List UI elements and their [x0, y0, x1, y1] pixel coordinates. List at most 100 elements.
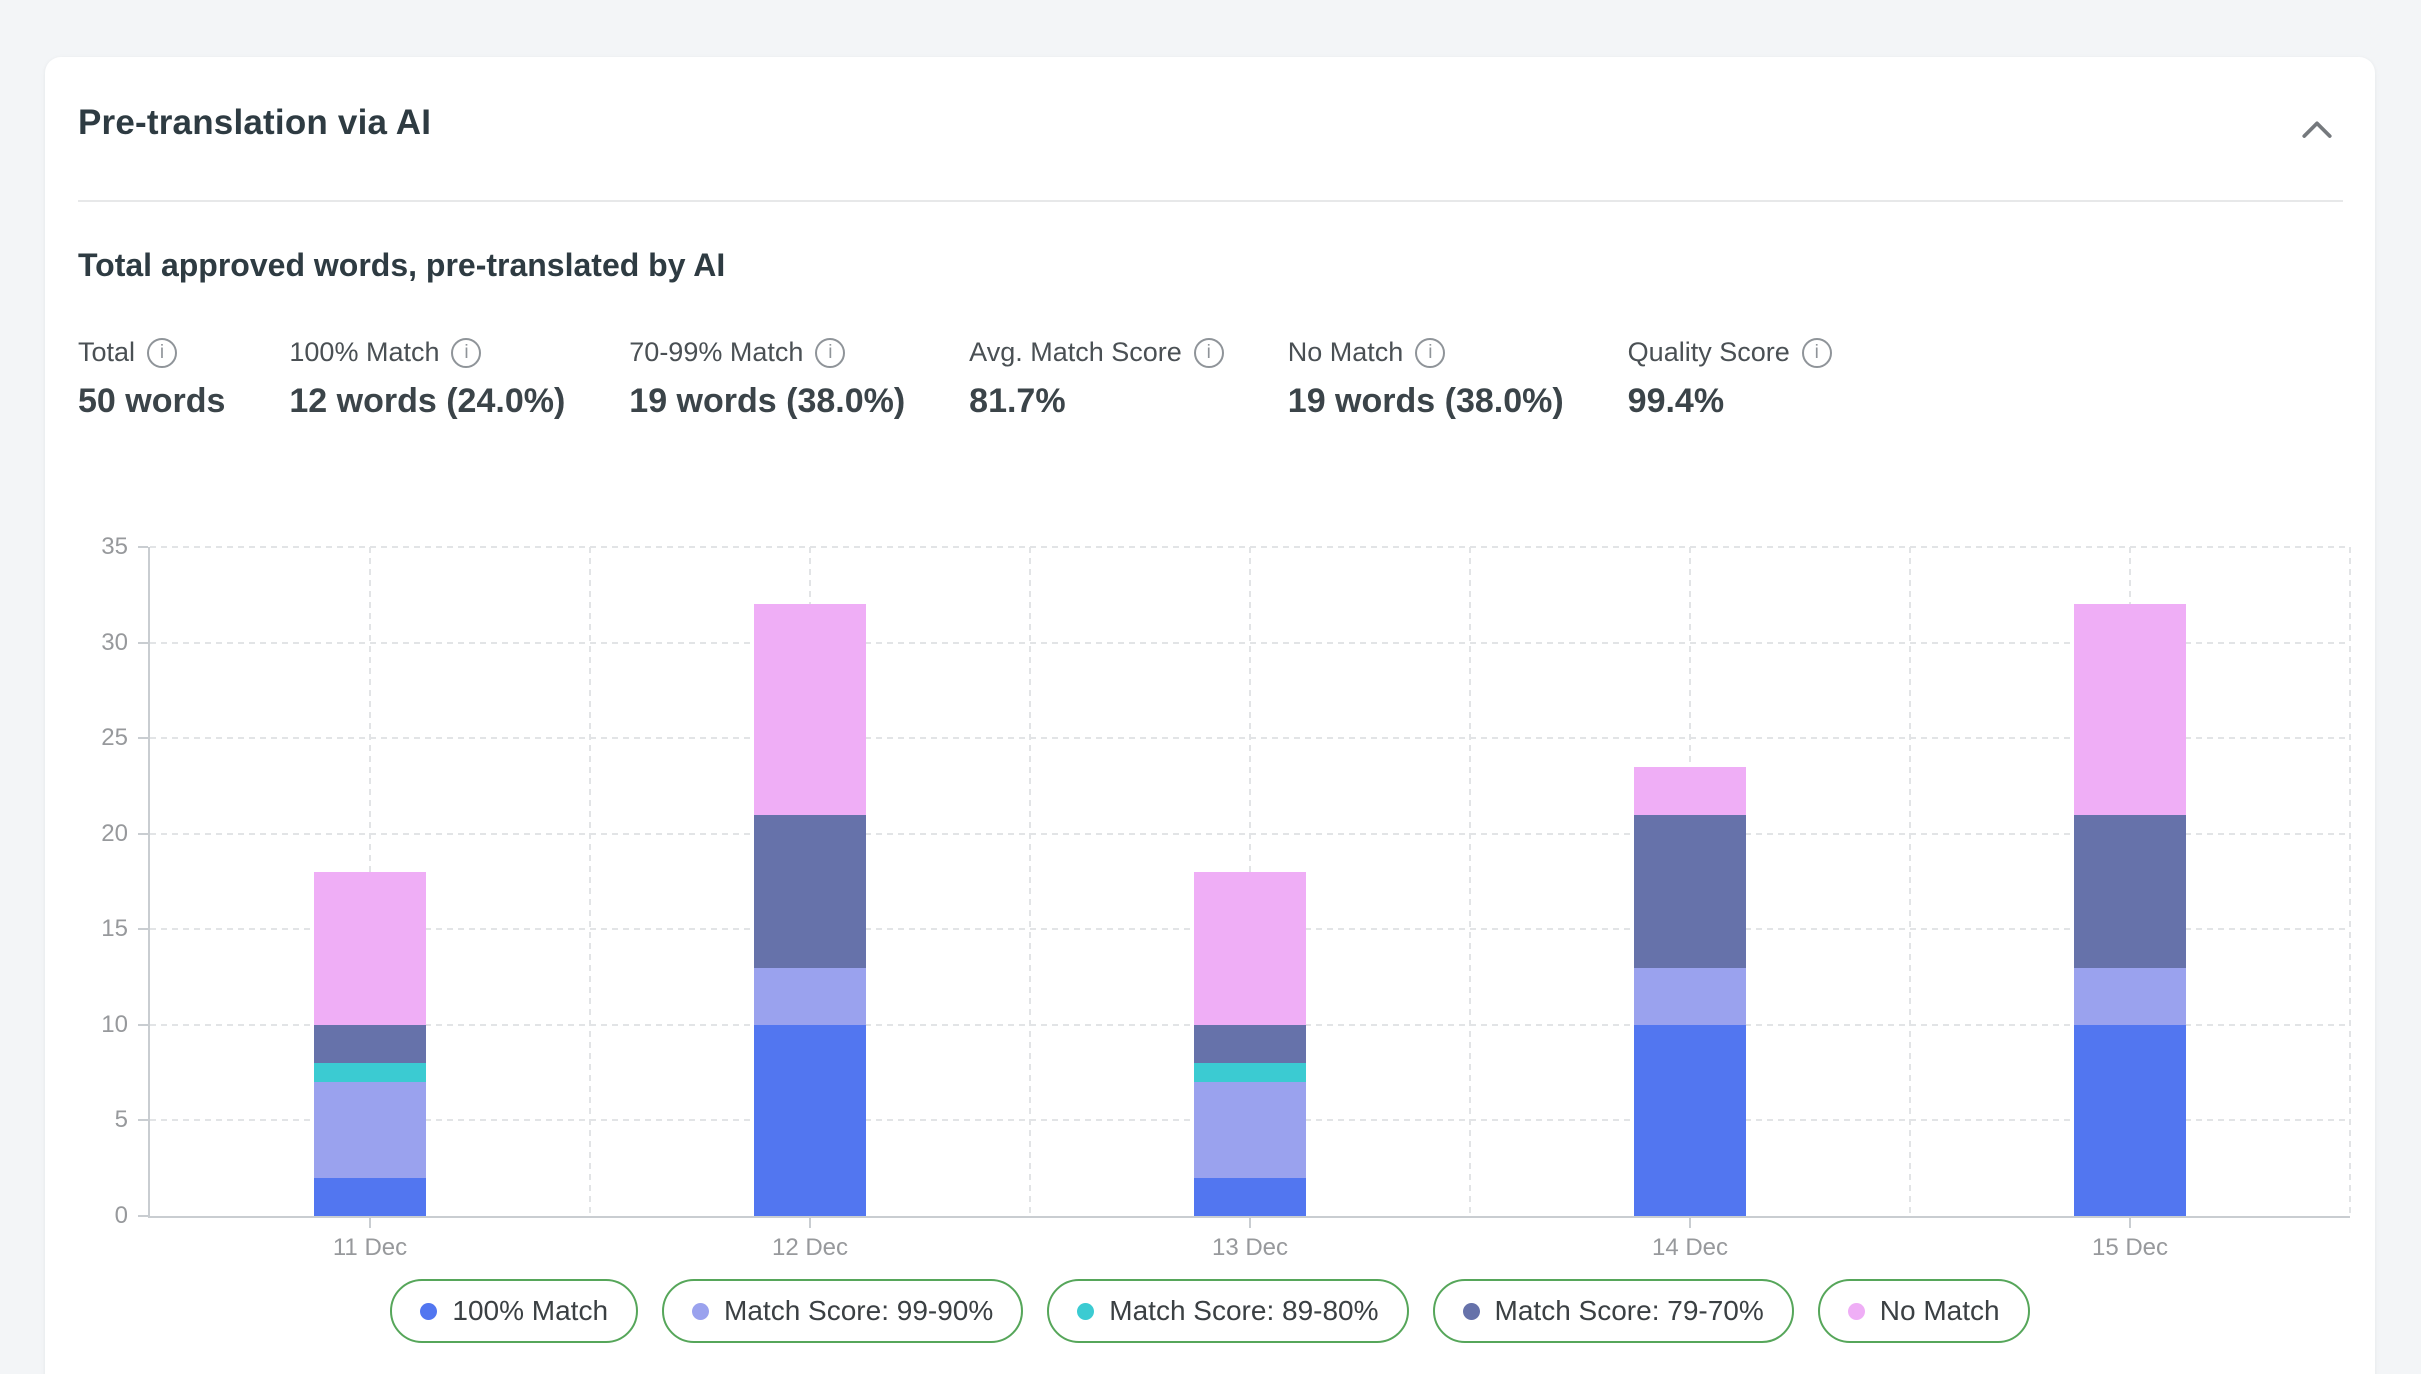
stat-match-70-99: 70-99% Match i 19 words (38.0%) [629, 337, 905, 421]
y-axis-tick [138, 546, 148, 548]
y-axis-label: 30 [101, 628, 128, 656]
pre-translation-card: Pre-translation via AI Total approved wo… [45, 57, 2375, 1374]
bar-segment[interactable] [2074, 814, 2186, 968]
vertical-gridline [1909, 547, 1911, 1216]
bar-14-dec [1634, 766, 1746, 1216]
y-axis-tick [138, 1119, 148, 1122]
bar-segment[interactable] [1194, 871, 1306, 1025]
stat-label: Total i [78, 337, 225, 368]
info-icon[interactable]: i [147, 337, 178, 368]
vertical-gridline [1029, 547, 1031, 1216]
vertical-gridline [589, 547, 591, 1216]
x-axis-tick [369, 1218, 371, 1228]
stat-value: 12 words (24.0%) [289, 382, 566, 420]
card-title: Pre-translation via AI [78, 103, 432, 142]
stat-total: Total i 50 words [78, 337, 225, 421]
legend-color-dot-icon [692, 1302, 710, 1320]
legend-item-match-score-79-70-[interactable]: Match Score: 79-70% [1432, 1279, 1794, 1343]
y-axis-label: 35 [101, 533, 128, 560]
bar-segment[interactable] [754, 814, 866, 968]
bar-segment[interactable] [1634, 967, 1746, 1025]
chevron-up-icon [2302, 121, 2332, 138]
section-subtitle: Total approved words, pre-translated by … [78, 247, 726, 283]
bar-12-dec [754, 604, 866, 1216]
stat-avg-match-score: Avg. Match Score i 81.7% [969, 337, 1224, 421]
bar-segment[interactable] [314, 1177, 426, 1216]
bar-segment[interactable] [754, 1024, 866, 1216]
stat-label-text: Avg. Match Score [969, 337, 1182, 367]
bar-segment[interactable] [314, 1063, 426, 1083]
bar-segment[interactable] [1194, 1063, 1306, 1083]
stat-label-text: 70-99% Match [629, 337, 804, 367]
stat-value: 81.7% [969, 382, 1066, 420]
x-axis-tick [809, 1218, 811, 1228]
legend-color-dot-icon [1462, 1302, 1480, 1320]
legend-item-label: Match Score: 89-80% [1109, 1295, 1379, 1326]
y-axis-label: 0 [114, 1202, 128, 1229]
stat-label-text: Total [78, 337, 136, 367]
bar-segment[interactable] [314, 1082, 426, 1178]
y-axis-label: 15 [101, 915, 128, 943]
x-axis-tick [2129, 1218, 2131, 1228]
header-divider [78, 200, 2343, 202]
y-axis-tick [138, 928, 148, 931]
stat-label-text: No Match [1287, 337, 1404, 367]
legend-item-label: 100% Match [452, 1295, 609, 1326]
legend-color-dot-icon [1847, 1302, 1865, 1320]
legend-item-match-score-99-90-[interactable]: Match Score: 99-90% [662, 1279, 1024, 1343]
legend-color-dot-icon [420, 1302, 438, 1320]
collapse-button[interactable] [2292, 111, 2342, 147]
stats-row: Total i 50 words 100% Match i 12 words (24.0%… [78, 337, 1832, 421]
bar-segment[interactable] [1194, 1177, 1306, 1216]
bar-segment[interactable] [314, 1024, 426, 1064]
bar-segment[interactable] [1634, 814, 1746, 968]
stacked-bar-chart: 0 5 10 15 20 25 30 35 11 Dec 12 Dec 13 Dec 14 Dec 15… [101, 533, 2351, 1261]
y-axis-label: 5 [114, 1106, 128, 1134]
bar-segment[interactable] [754, 604, 866, 815]
info-icon[interactable]: i [815, 337, 846, 368]
stat-label-text: 100% Match [289, 337, 440, 367]
vertical-gridline [1469, 547, 1471, 1216]
stat-label: 100% Match i [289, 337, 565, 368]
stat-value: 50 words [78, 382, 226, 420]
bar-segment[interactable] [2074, 967, 2186, 1025]
y-axis-label: 10 [101, 1010, 128, 1038]
x-axis-label: 11 Dec [332, 1234, 408, 1261]
bar-segment[interactable] [754, 967, 866, 1025]
x-axis-tick [1249, 1218, 1251, 1228]
stat-value: 99.4% [1627, 382, 1725, 420]
info-icon[interactable]: i [451, 337, 482, 368]
vertical-gridline [2349, 547, 2351, 1216]
bar-segment[interactable] [1194, 1082, 1306, 1178]
bar-segment[interactable] [1634, 1024, 1746, 1216]
chart-legend: 100% Match Match Score: 99-90% Match Score… [45, 1279, 2375, 1343]
legend-item-label: No Match [1879, 1295, 2000, 1326]
stat-label: Quality Score i [1628, 337, 1832, 368]
bar-segment[interactable] [2074, 604, 2186, 815]
bar-segment[interactable] [1194, 1024, 1306, 1064]
y-axis-tick [138, 832, 148, 835]
legend-item-no-match[interactable]: No Match [1817, 1279, 2030, 1343]
stat-label: Avg. Match Score i [969, 337, 1224, 368]
legend-item-match-score-89-80-[interactable]: Match Score: 89-80% [1047, 1279, 1409, 1343]
bar-segment[interactable] [1634, 766, 1746, 815]
legend-item-100-match[interactable]: 100% Match [390, 1279, 639, 1343]
legend-color-dot-icon [1077, 1302, 1095, 1320]
y-axis-tick [138, 641, 148, 644]
info-icon[interactable]: i [1193, 337, 1224, 368]
x-axis-label: 13 Dec [1211, 1234, 1289, 1261]
y-axis-tick [138, 737, 148, 740]
stat-quality-score: Quality Score i 99.4% [1628, 337, 1832, 421]
info-icon[interactable]: i [1415, 337, 1446, 368]
x-axis-tick [1689, 1218, 1691, 1228]
y-axis-label: 20 [101, 819, 128, 847]
info-icon[interactable]: i [1801, 337, 1832, 368]
stat-value: 19 words (38.0%) [1287, 382, 1564, 420]
stat-value: 19 words (38.0%) [629, 382, 906, 420]
bar-segment[interactable] [314, 871, 426, 1025]
stat-match-100: 100% Match i 12 words (24.0%) [289, 337, 565, 421]
bar-segment[interactable] [2074, 1024, 2186, 1216]
stat-label: 70-99% Match i [629, 337, 905, 368]
x-axis-label: 12 Dec [771, 1234, 849, 1261]
